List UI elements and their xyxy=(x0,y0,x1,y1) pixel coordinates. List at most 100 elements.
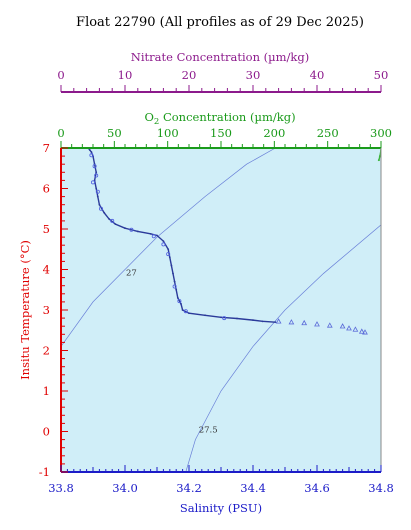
temperature-tick-label: -1 xyxy=(39,465,50,479)
chart-title: Float 22790 (All profiles as of 29 Dec 2… xyxy=(76,15,364,30)
ts-triangle-marker xyxy=(301,319,308,326)
ts-triangle-marker xyxy=(314,321,320,327)
nitrate-axis-label: Nitrate Concentration (µm/kg) xyxy=(131,50,309,64)
ts-profile-point xyxy=(261,320,264,323)
ts-scatter-point xyxy=(177,299,182,304)
ts-profile-point xyxy=(136,230,139,233)
ts-scatter-point xyxy=(222,316,227,321)
oxygen-tick-label: 250 xyxy=(317,126,339,140)
nitrate-tick-label: 50 xyxy=(374,68,389,82)
salinity-axis-label: Salinity (PSU) xyxy=(180,501,262,515)
density-contour-line xyxy=(185,224,381,472)
ts-profile-point xyxy=(90,151,93,153)
ts-profile-point xyxy=(236,317,238,320)
ts-profile-point xyxy=(180,303,182,305)
salinity-tick-label: 34.0 xyxy=(112,481,138,495)
ts-scatter-point xyxy=(99,206,104,211)
temperature-tick-label: 4 xyxy=(43,263,50,277)
ts-profile-point xyxy=(176,296,179,299)
oxygen-tick-label: 50 xyxy=(107,126,122,140)
ts-scatter-point xyxy=(172,284,177,289)
density-contour-line xyxy=(61,148,276,347)
ts-profile-point xyxy=(170,264,173,267)
oxygen-axis-label: O2 Concentration (µm/kg) xyxy=(144,110,295,127)
ts-scatter-point xyxy=(89,153,94,158)
ts-profile-point xyxy=(96,195,99,198)
ts-scatter-point xyxy=(91,180,96,185)
ts-profile-point xyxy=(274,321,277,324)
oxygen-tick-label: 100 xyxy=(157,126,179,140)
ts-profile-point xyxy=(114,223,117,226)
salinity-tick-label: 34.8 xyxy=(368,481,394,495)
ts-profile-point xyxy=(172,272,174,275)
ts-scatter-point xyxy=(92,164,97,169)
ts-profile-point xyxy=(149,232,152,235)
ts-triangle-marker xyxy=(326,322,333,328)
salinity-tick-label: 34.2 xyxy=(176,481,202,495)
temperature-tick-label: 3 xyxy=(43,303,50,317)
ts-triangle-marker xyxy=(358,328,365,334)
ts-profile-point xyxy=(162,240,165,243)
salinity-tick-label: 33.8 xyxy=(48,481,74,495)
salinity-axis-ticks: 33.8 34.0 34.2 34.4 34.6 34.8 xyxy=(48,465,394,495)
salinity-tick-label: 34.6 xyxy=(304,481,330,495)
oxygen-profile-point xyxy=(377,159,380,162)
temperature-axis-ticks: -1 0 1 2 3 4 5 6 7 xyxy=(39,141,68,479)
density-contour-label: 27.5 xyxy=(199,425,218,435)
ts-profile-point xyxy=(220,316,222,319)
ts-profile-point xyxy=(124,227,126,230)
ts-scatter-point xyxy=(129,227,134,232)
ts-profile-point xyxy=(175,288,178,291)
oxygen-axis-ticks: 0 50 100 150 200 250 300 xyxy=(57,126,392,148)
nitrate-tick-label: 10 xyxy=(118,68,133,82)
temperature-tick-label: 6 xyxy=(43,182,50,196)
nitrate-tick-label: 30 xyxy=(246,68,261,82)
oxygen-tick-label: 300 xyxy=(370,126,392,140)
ts-profile-point xyxy=(88,149,91,151)
temperature-axis-label: Insitu Temperature (°C) xyxy=(18,240,32,380)
ts-profile-point xyxy=(95,187,98,190)
temperature-tick-label: 2 xyxy=(43,344,50,358)
ts-triangle-marker xyxy=(288,319,295,325)
ts-profile-point xyxy=(188,312,190,315)
ts-profile-point xyxy=(156,234,158,237)
temperature-tick-label: 5 xyxy=(43,222,50,236)
oxygen-tick-label: 0 xyxy=(57,126,64,140)
ts-scatter-point xyxy=(95,189,100,194)
ts-scatter-point xyxy=(94,173,99,178)
salinity-tick-label: 34.4 xyxy=(240,481,266,495)
density-contours xyxy=(61,148,381,472)
oxygen-tick-label: 200 xyxy=(263,126,285,140)
ts-profile-point xyxy=(181,309,184,311)
oxygen-tick-label: 150 xyxy=(210,126,232,140)
ts-triangle-marker xyxy=(352,326,359,332)
ts-profile-point xyxy=(108,217,110,220)
ts-profile-point xyxy=(252,319,254,322)
oxygen-profile-point xyxy=(378,155,381,158)
density-contour-label: 27 xyxy=(126,269,137,279)
nitrate-tick-label: 0 xyxy=(57,68,64,82)
temperature-tick-label: 1 xyxy=(43,384,50,398)
ts-profile-point xyxy=(167,248,170,251)
temperature-tick-label: 0 xyxy=(43,425,50,439)
temperature-tick-label: 7 xyxy=(43,141,50,155)
ts-profile-point xyxy=(168,256,171,259)
ts-triangle-marker xyxy=(339,323,346,329)
ts-triangle-marker xyxy=(346,325,352,331)
nitrate-tick-label: 40 xyxy=(310,68,325,82)
ts-triangle-marker xyxy=(275,318,282,324)
ts-profile-point xyxy=(98,203,101,206)
ts-scatter-point xyxy=(161,242,166,247)
plot-area xyxy=(61,148,381,472)
ts-scatter-point xyxy=(166,252,171,257)
nitrate-tick-label: 20 xyxy=(182,68,197,82)
ts-triangle-marker xyxy=(362,329,368,335)
density-contour-labels: 27 27.5 xyxy=(126,269,218,436)
ts-scatter-point xyxy=(151,234,156,239)
ts-profile-point xyxy=(95,171,98,174)
ts-profile-point xyxy=(204,314,206,317)
ts-profile-point xyxy=(103,211,106,214)
ts-profile-line xyxy=(87,148,276,323)
nitrate-axis-ticks: 0 10 20 30 40 50 xyxy=(57,68,388,92)
